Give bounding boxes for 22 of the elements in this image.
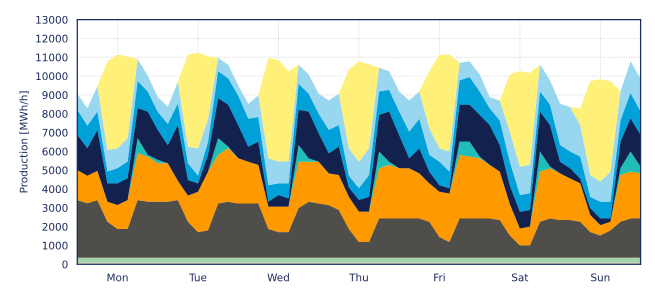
y-tick-label: 12000 <box>36 34 68 43</box>
y-tick-label: 11000 <box>36 53 68 62</box>
x-tick-label: Thu <box>349 273 368 282</box>
y-tick-label: 9000 <box>42 91 68 100</box>
y-tick-label: 13000 <box>36 16 68 24</box>
y-tick-label: 8000 <box>42 110 68 118</box>
x-tick-label: Sun <box>591 273 610 282</box>
y-tick-label: 0 <box>62 260 68 268</box>
y-tick-label: 7000 <box>42 128 68 137</box>
x-tick-label: Mon <box>108 274 128 282</box>
x-tick-label: Wed <box>267 273 289 282</box>
y-tick-label: 10000 <box>36 72 68 80</box>
x-tick-label: Sat <box>512 273 528 282</box>
y-tick-label: 4000 <box>42 185 68 194</box>
y-tick-label: 2000 <box>42 222 68 231</box>
y-tick-label: 3000 <box>42 204 68 212</box>
x-tick-label: Tue <box>189 274 206 282</box>
y-tick-label: 5000 <box>42 166 68 174</box>
y-tick-label: 1000 <box>42 242 68 250</box>
x-tick-label: Fri <box>434 273 445 282</box>
y-axis-title: Production [MWh/h] <box>19 91 29 192</box>
y-tick-label: 6000 <box>42 148 68 156</box>
